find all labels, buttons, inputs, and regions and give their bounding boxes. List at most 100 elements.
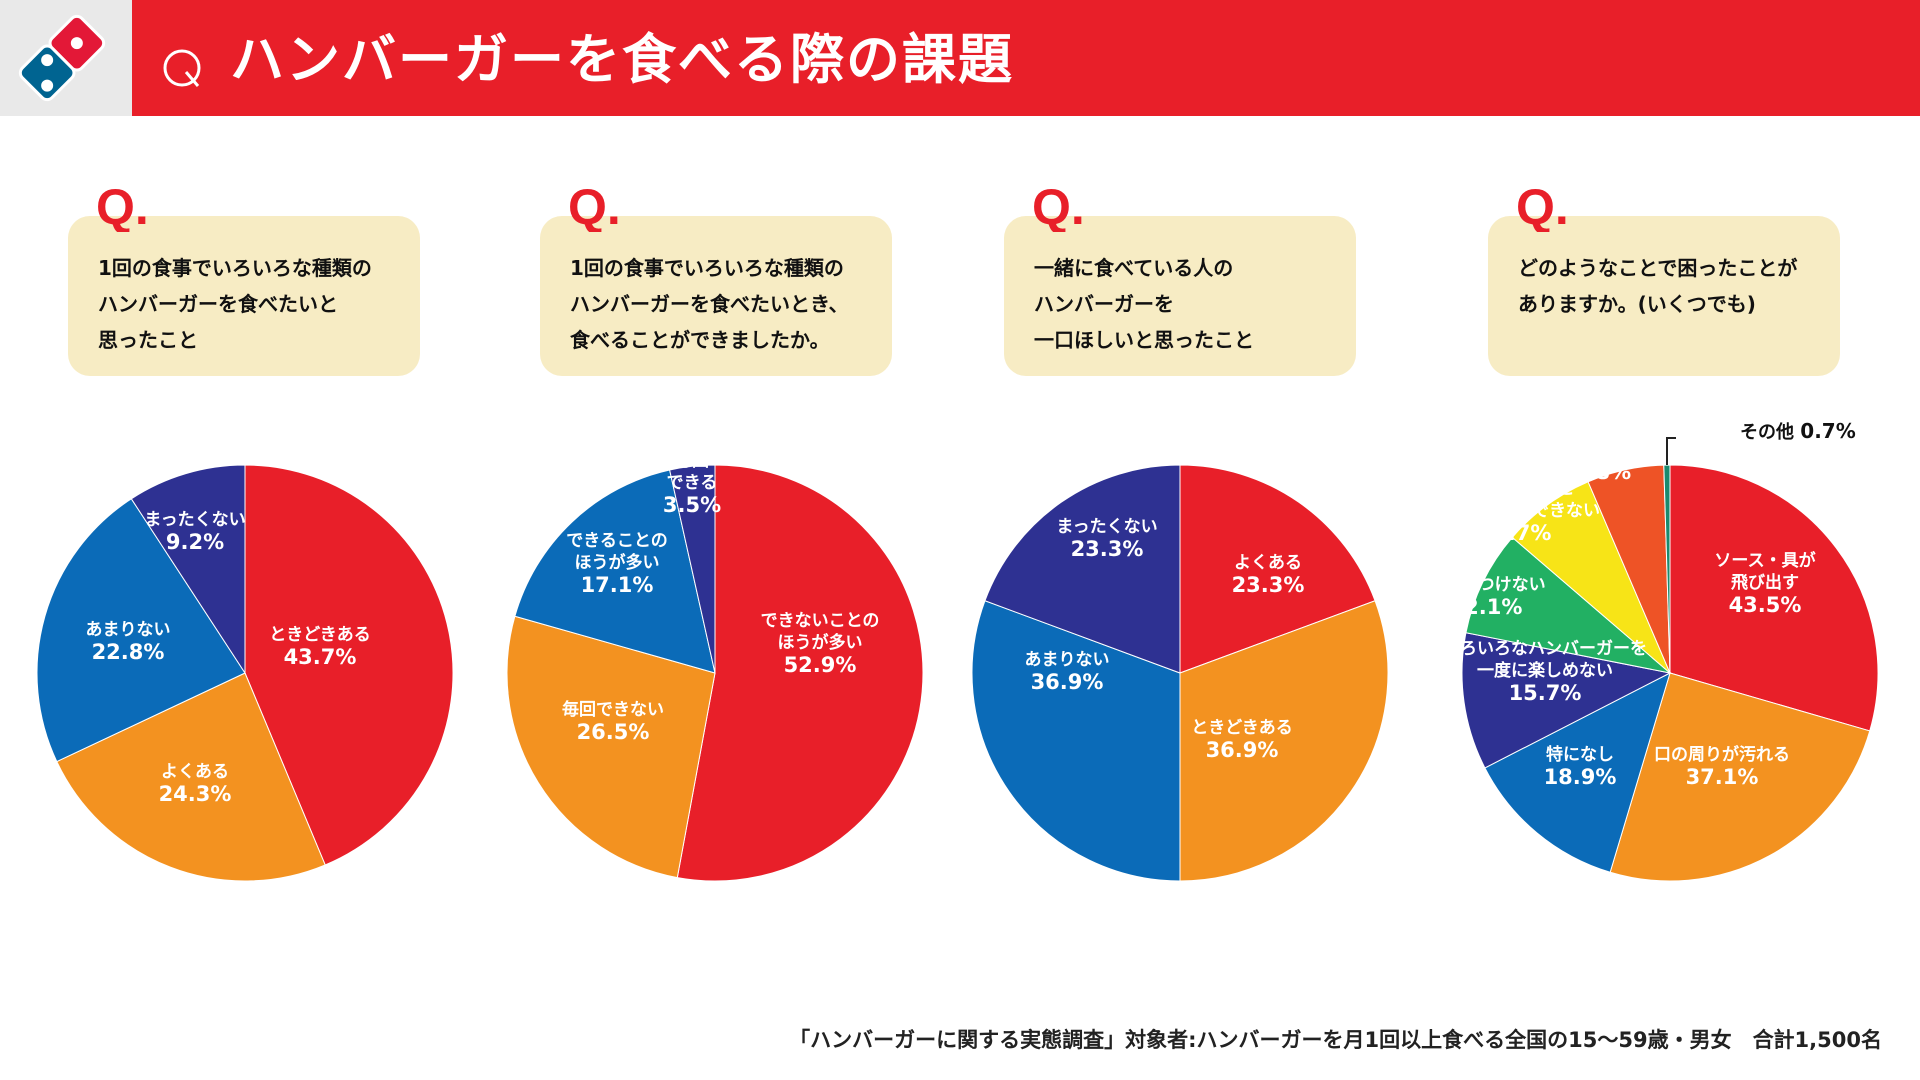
pie-slice	[1179, 464, 1376, 674]
pie-label-category: まったくない	[1056, 517, 1157, 537]
pie-label-category: よくある	[161, 762, 229, 782]
pie-label-value: 43.7%	[284, 645, 357, 669]
pie-label-value: 24.3%	[159, 782, 232, 806]
pie-label-value: 0.7%	[1800, 419, 1855, 443]
pie-label-category: ほうが多い	[778, 632, 863, 653]
pie-label-value: 36.9%	[1206, 738, 1279, 762]
survey-footnote: 「ハンバーガーに関する実態調査」対象者:ハンバーガーを月1回以上食べる全国の15…	[789, 1028, 1882, 1052]
pie-slice	[971, 600, 1181, 882]
q-mark-text: Q.	[1516, 180, 1569, 232]
question-line: どのようなことで困ったことが	[1518, 256, 1798, 280]
pie-slice	[1484, 672, 1671, 873]
pie-label-category: ソースが余る	[1551, 439, 1652, 460]
pie-slice	[130, 464, 246, 675]
pie-slice	[1663, 464, 1671, 674]
pie-slice	[1461, 632, 1672, 769]
question-text: 1回の食事でいろいろな種類の ハンバーガーを食べたいとき、 食べることができまし…	[570, 250, 878, 358]
pie-slice	[244, 464, 454, 866]
brand-logo-area	[0, 0, 132, 116]
pie-label-value: 23.3%	[1071, 537, 1144, 561]
question-line: 一口ほしいと思ったこと	[1034, 328, 1254, 352]
pie-label-value: 17.1%	[581, 573, 654, 597]
page-title: ハンバーガーを食べる際の課題	[230, 28, 1014, 91]
pie-slice	[984, 464, 1181, 674]
pie-label-category: かぶりつけない	[1426, 575, 1545, 595]
question-box-1: Q. 1回の食事でいろいろな種類の ハンバーガーを食べたいと 思ったこと	[68, 180, 420, 376]
question-line: 1回の食事でいろいろな種類の	[570, 256, 844, 280]
question-text: 一緒に食べている人の ハンバーガーを 一口ほしいと思ったこと	[1034, 250, 1342, 358]
question-box-4: Q. どのようなことで困ったことが ありますか。(いくつでも)	[1488, 180, 1840, 376]
pie-label-value: 12.1%	[1450, 595, 1523, 619]
pie-slice	[1669, 464, 1879, 732]
question-line: ハンバーガーを食べたいと	[98, 292, 338, 316]
pie-chart-2: できないことのほうが多い52.9%毎回できない26.5%できることのほうが多い1…	[506, 450, 924, 882]
q-mark-text: Q.	[96, 180, 149, 232]
pie-label-category: ほうが多い	[575, 552, 660, 573]
pie-label-value: 43.5%	[1729, 593, 1802, 617]
q-mark-text: Q.	[1032, 180, 1085, 232]
pie-slice	[1609, 672, 1871, 882]
pie-chart-3: よくある23.3%ときどきある36.9%あまりない36.9%まったくない23.3…	[971, 464, 1389, 882]
q-mark-icon: Q.	[96, 180, 149, 232]
q-mark-icon: Q.	[1032, 180, 1085, 232]
q-mark-icon: Q.	[1516, 180, 1569, 232]
question-q-icon	[163, 49, 201, 87]
pie-label-category: ときどきある	[1191, 718, 1293, 738]
question-line: 食べることができましたか。	[570, 328, 830, 352]
pie-slice	[669, 464, 716, 674]
question-text: 1回の食事でいろいろな種類の ハンバーガーを食べたいと 思ったこと	[98, 250, 406, 358]
pie-label-value: 23.3%	[1232, 573, 1305, 597]
pie-label: その他 0.7%	[1740, 419, 1856, 443]
pie-label-category: 一緒にいる人と	[1456, 478, 1575, 499]
pie-label-category: ソース・具が	[1714, 550, 1815, 571]
pie-slice	[676, 464, 924, 882]
pie-label-value: 22.8%	[92, 640, 165, 664]
question-box-3: Q. 一緒に食べている人の ハンバーガーを 一口ほしいと思ったこと	[1004, 180, 1356, 376]
pie-label-category: あまりない	[86, 620, 171, 640]
pie-label-category: できないことの	[761, 611, 880, 631]
pie-slice	[514, 469, 716, 674]
question-line: 思ったこと	[98, 328, 198, 352]
pie-label-category: よくある	[1234, 553, 1302, 573]
pie-label-category: 毎回	[675, 450, 709, 471]
dominos-logo-icon	[18, 14, 106, 102]
pie-label-category: いろいろなハンバーガーを	[1443, 639, 1647, 659]
question-line: ハンバーガーを	[1034, 292, 1174, 316]
pie-slice	[1465, 536, 1672, 674]
q-mark-icon: Q.	[568, 180, 621, 232]
pie-label-category: 味のシェアができない	[1430, 500, 1600, 521]
pie-label-category: その他	[1740, 421, 1800, 443]
pie-label-category: 口の周りが汚れる	[1654, 744, 1790, 765]
pie-slice	[506, 615, 716, 879]
question-line: 一緒に食べている人の	[1034, 256, 1234, 280]
question-line: ハンバーガーを食べたいとき、	[570, 292, 849, 316]
pie-label-value: 26.5%	[577, 720, 650, 744]
pie-label-category: できる	[667, 473, 718, 493]
pie-label-value: 15.7%	[1509, 681, 1582, 705]
pie-label-category: ときどきある	[269, 625, 371, 645]
pie-slice	[56, 672, 326, 882]
pie-slice	[36, 498, 246, 763]
pie-label-value: 36.9%	[1031, 670, 1104, 694]
q-mark-text: Q.	[568, 180, 621, 232]
question-text: どのようなことで困ったことが ありますか。(いくつでも)	[1518, 250, 1826, 322]
pie-label-value: 52.9%	[784, 653, 857, 677]
pie-label-value: 8.8%	[1573, 460, 1631, 484]
header-bar	[132, 0, 1920, 116]
pie-label-value: 9.2%	[166, 530, 224, 554]
pie-label-category: 飛び出す	[1730, 572, 1799, 593]
pie-label-category: まったくない	[144, 510, 245, 530]
pie-label-value: 18.9%	[1544, 765, 1617, 789]
pie-label-value: 10.7%	[1479, 521, 1552, 545]
pie-label-category: 特になし	[1546, 744, 1614, 765]
pie-slice	[1179, 600, 1389, 882]
pie-label-value: 37.1%	[1686, 765, 1759, 789]
question-line: ありますか。(いくつでも)	[1518, 292, 1756, 316]
pie-label-value: 3.5%	[663, 493, 721, 517]
leader-line	[1666, 437, 1676, 465]
question-line: 1回の食事でいろいろな種類の	[98, 256, 372, 280]
pie-label-category: 一度に楽しめない	[1477, 660, 1613, 681]
